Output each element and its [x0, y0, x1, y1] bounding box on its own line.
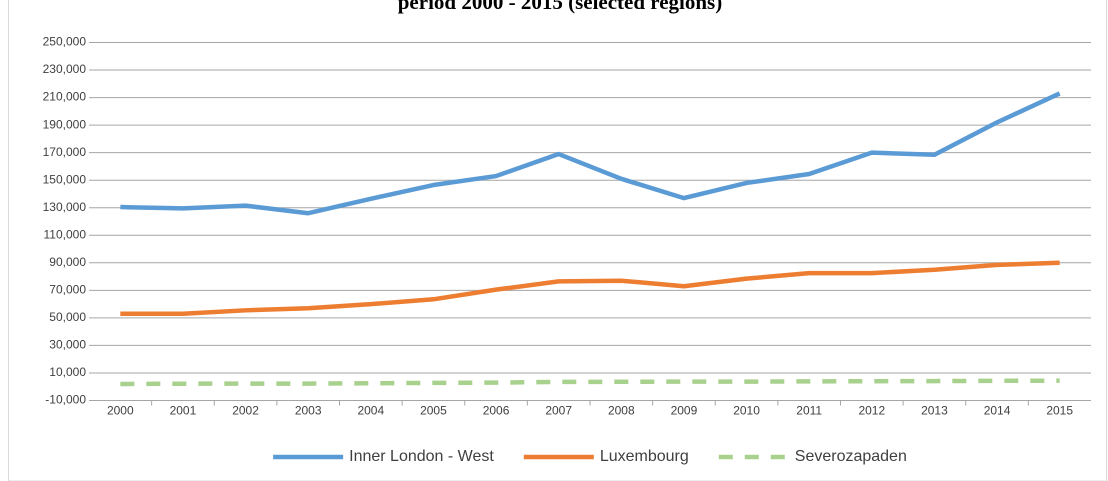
y-tick-label: 170,000: [43, 145, 87, 159]
y-tick-label: 90,000: [49, 255, 86, 269]
x-tick-label: 2008: [608, 404, 635, 418]
y-tick-label: 10,000: [49, 365, 86, 379]
line-series: [120, 378, 1060, 387]
y-tick-label: 250,000: [43, 35, 87, 49]
x-tick-label: 2000: [107, 404, 134, 418]
legend-label: Inner London - West: [349, 448, 494, 465]
x-tick-label: 2010: [733, 404, 760, 418]
x-tick-label: 2003: [295, 404, 322, 418]
y-tick-label: 110,000: [44, 227, 87, 241]
legend-label: Severozapaden: [795, 448, 907, 465]
y-tick-label: -10,000: [45, 393, 86, 407]
y-tick-label: 30,000: [49, 338, 86, 352]
x-tick-label: 2002: [232, 404, 259, 418]
x-tick-label: 2014: [984, 404, 1011, 418]
y-tick-label: 210,000: [43, 90, 87, 104]
y-tick-label: 230,000: [43, 62, 87, 76]
chart-border: [8, 0, 1107, 481]
x-tick-label: 2004: [357, 404, 384, 418]
x-tick-label: 2005: [420, 404, 447, 418]
y-tick-label: 70,000: [49, 283, 86, 297]
x-tick-label: 2015: [1046, 404, 1073, 418]
x-tick-label: 2011: [796, 404, 822, 418]
legend-label: Luxembourg: [600, 448, 689, 465]
y-tick-label: 50,000: [49, 310, 86, 324]
x-tick-label: 2013: [921, 404, 948, 418]
y-tick-label: 130,000: [43, 200, 87, 214]
y-tick-label: 150,000: [43, 172, 87, 186]
x-tick-label: 2001: [170, 404, 197, 418]
chart-title: period 2000 - 2015 (selected regions): [398, 0, 722, 14]
x-tick-label: 2006: [483, 404, 510, 418]
x-tick-label: 2012: [858, 404, 885, 418]
y-tick-label: 190,000: [43, 117, 87, 131]
x-tick-label: 2009: [671, 404, 698, 418]
line-series: [120, 260, 1060, 317]
x-tick-label: 2007: [545, 404, 572, 418]
line-series: [120, 91, 1061, 216]
